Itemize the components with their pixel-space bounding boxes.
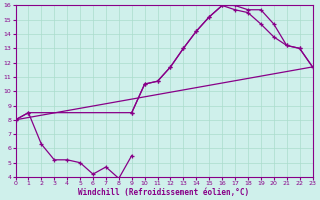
- X-axis label: Windchill (Refroidissement éolien,°C): Windchill (Refroidissement éolien,°C): [78, 188, 250, 197]
